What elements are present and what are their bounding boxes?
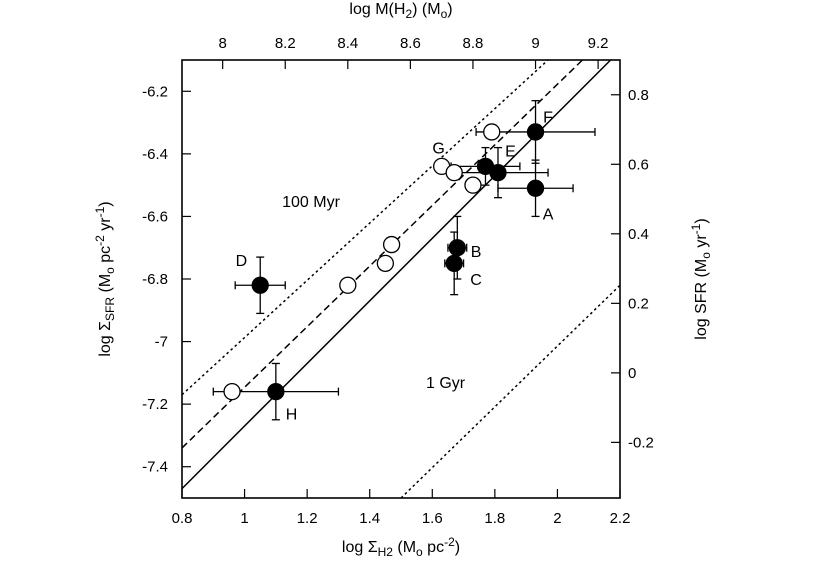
y-tick-label: -6.6 (142, 208, 168, 225)
line-dotted (181, 59, 549, 396)
x-tick-label: 1 (240, 510, 248, 527)
x2-tick-label: 8.4 (337, 35, 358, 52)
data-point-filled (251, 276, 269, 294)
y2-tick-label: 0 (628, 365, 636, 382)
data-points (212, 100, 596, 421)
annotations: 100 Myr 1 Gyr A BC D E F G H (236, 109, 554, 423)
y-tick-label: -6.8 (142, 271, 168, 288)
x2-tick-label: 8.8 (463, 35, 484, 52)
point-label: C (470, 272, 482, 289)
tick-marks (181, 60, 621, 498)
y-tick-label: -7.2 (142, 396, 168, 413)
x-tick-label: 1.6 (422, 510, 443, 527)
y2-tick-label: 0.2 (628, 295, 649, 312)
data-point-open (483, 123, 501, 141)
line-annotation: 1 Gyr (426, 375, 466, 392)
x-tick-labels: 0.8 1 1.2 1.4 1.6 1.8 2 2.2 (172, 510, 631, 527)
data-point-filled (448, 239, 466, 257)
y2-tick-label: -0.2 (628, 434, 654, 451)
data-point-open (445, 163, 463, 182)
point-label: A (543, 206, 554, 223)
point-label: H (286, 407, 298, 424)
y-tick-label: -7 (155, 334, 168, 351)
point-label: F (543, 109, 553, 126)
y-tick-label: -6.4 (142, 146, 168, 163)
line-annotation: 100 Myr (282, 194, 340, 211)
x2-tick-label: 9 (531, 35, 539, 52)
y-axis-title: log ΣSFR (Mo pc-2 yr-1) (93, 201, 117, 356)
y2-tick-label: 0.6 (628, 156, 649, 173)
point-label: G (432, 141, 444, 158)
point-label: B (471, 244, 482, 261)
data-point-filled (526, 123, 545, 141)
x-tick-label: 1.8 (484, 510, 505, 527)
y2-tick-label: 0.4 (628, 226, 649, 243)
data-point-open (382, 235, 401, 254)
x-axis-title: log ΣH2 (Mo pc-2) (342, 535, 460, 559)
y2-tick-label: 0.8 (628, 87, 649, 104)
data-point-filled (267, 382, 285, 401)
y-tick-labels: -7.4 -7.2 -7 -6.8 -6.6 -6.4 -6.2 (142, 83, 168, 475)
line-dashed (181, 59, 583, 449)
model-lines (181, 59, 621, 499)
x2-tick-label: 8 (218, 35, 226, 52)
x-tick-label: 0.8 (172, 510, 193, 527)
data-point-open (223, 382, 241, 401)
y2-tick-labels: -0.2 0 0.2 0.4 0.6 0.8 (628, 87, 654, 452)
x2-tick-labels: 8 8.2 8.4 8.6 8.8 9 9.2 (218, 35, 608, 52)
data-point-filled (476, 157, 495, 176)
plot-frame (181, 59, 621, 499)
point-label: E (505, 144, 516, 161)
x-tick-label: 1.2 (297, 510, 318, 527)
x2-tick-label: 8.2 (275, 35, 296, 52)
y2-axis-title: log SFR (Mo yr-1) (689, 218, 713, 339)
data-point-open (376, 254, 395, 273)
point-label: D (236, 253, 248, 270)
line-dotted (400, 284, 621, 499)
x-tick-label: 1.4 (359, 510, 380, 527)
data-point-open (464, 176, 482, 194)
x2-axis-title: log M(H2) (Mo) (349, 1, 452, 21)
x2-tick-label: 8.6 (400, 35, 421, 52)
data-point-filled (445, 254, 463, 273)
y-tick-label: -6.2 (142, 83, 168, 100)
data-point-filled (526, 179, 545, 197)
x-tick-label: 2 (553, 510, 561, 527)
data-point-open (339, 276, 357, 294)
x-tick-label: 2.2 (610, 510, 631, 527)
x2-tick-label: 9.2 (588, 35, 609, 52)
y-tick-label: -7.4 (142, 459, 168, 476)
